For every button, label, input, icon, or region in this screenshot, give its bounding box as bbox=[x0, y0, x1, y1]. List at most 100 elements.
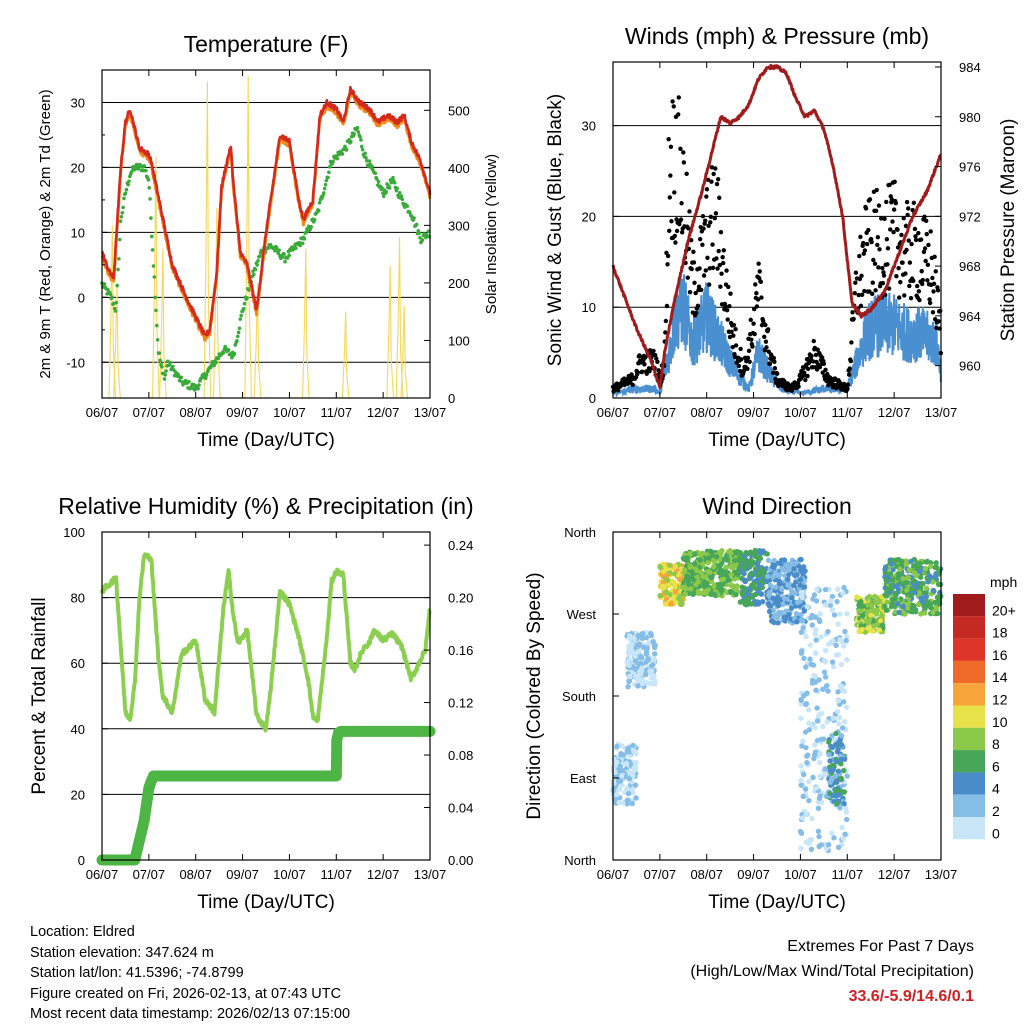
dewpoint-point bbox=[123, 191, 128, 196]
direction-point bbox=[878, 617, 884, 624]
x-axis-label: Time (Day/UTC) bbox=[197, 892, 335, 913]
direction-point bbox=[619, 767, 625, 774]
y-tick-label: 10 bbox=[71, 225, 85, 240]
dewpoint-point bbox=[160, 365, 164, 369]
direction-point bbox=[706, 555, 712, 561]
x-tick-label: 11/07 bbox=[831, 405, 863, 420]
direction-point bbox=[798, 648, 805, 654]
gust-point bbox=[714, 181, 720, 187]
gust-point bbox=[754, 290, 759, 296]
gust-point bbox=[685, 275, 690, 280]
gust-point bbox=[710, 265, 716, 271]
direction-point bbox=[637, 654, 643, 661]
direction-point bbox=[860, 603, 866, 609]
gust-point bbox=[923, 218, 929, 224]
x-tick-label: 07/07 bbox=[133, 867, 166, 882]
direction-point bbox=[672, 583, 678, 590]
y2-tick-label: 0.24 bbox=[448, 538, 473, 553]
gust-point bbox=[853, 280, 858, 285]
solar-insolation-spike bbox=[341, 311, 350, 399]
gust-point bbox=[762, 334, 767, 340]
dewpoint-point bbox=[162, 377, 167, 381]
gust-point bbox=[876, 203, 882, 208]
gust-point bbox=[664, 303, 670, 309]
chart-title: Relative Humidity (%) & Precipitation (i… bbox=[58, 493, 473, 519]
gust-point bbox=[908, 295, 914, 301]
direction-point bbox=[865, 608, 871, 615]
dewpoint-point bbox=[418, 235, 422, 240]
direction-point bbox=[812, 742, 818, 748]
dewpoint-point bbox=[171, 364, 175, 369]
dewpoint-point bbox=[226, 348, 231, 352]
direction-point bbox=[788, 605, 795, 611]
direction-point bbox=[614, 743, 620, 750]
gust-point bbox=[849, 340, 854, 345]
direction-point bbox=[626, 775, 633, 782]
direction-point bbox=[835, 689, 841, 695]
direction-point bbox=[888, 582, 895, 589]
gust-point bbox=[924, 231, 929, 237]
direction-point bbox=[856, 608, 862, 614]
direction-point bbox=[756, 582, 763, 589]
gust-point bbox=[706, 282, 712, 287]
direction-point bbox=[786, 567, 792, 573]
gust-point bbox=[681, 160, 687, 165]
direction-point bbox=[639, 681, 646, 687]
gust-point bbox=[913, 237, 919, 243]
gust-point bbox=[671, 104, 676, 109]
direction-point bbox=[663, 589, 670, 595]
dewpoint-point bbox=[344, 148, 349, 152]
direction-point bbox=[632, 654, 638, 660]
direction-point bbox=[818, 736, 824, 743]
gust-point bbox=[774, 371, 780, 376]
direction-point bbox=[629, 800, 635, 807]
direction-point bbox=[883, 607, 890, 613]
direction-point bbox=[719, 576, 725, 583]
gust-point bbox=[907, 260, 913, 265]
direction-point bbox=[732, 557, 738, 564]
x-tick-label: 11/07 bbox=[831, 867, 863, 882]
direction-point bbox=[632, 764, 638, 770]
gust-point bbox=[891, 207, 897, 212]
direction-point bbox=[781, 595, 788, 602]
direction-point bbox=[834, 708, 841, 714]
direction-point bbox=[760, 548, 766, 554]
direction-point bbox=[822, 674, 829, 680]
direction-point bbox=[836, 714, 843, 721]
gust-point bbox=[870, 280, 875, 285]
gust-point bbox=[705, 255, 710, 261]
dewpoint-point bbox=[116, 267, 120, 272]
gust-point bbox=[697, 266, 702, 271]
direction-point bbox=[933, 560, 939, 566]
direction-point bbox=[811, 592, 818, 598]
gust-point bbox=[715, 266, 720, 271]
direction-point bbox=[827, 758, 833, 764]
dewpoint-point bbox=[322, 191, 326, 195]
dewpoint-point bbox=[327, 165, 332, 169]
gust-point bbox=[851, 316, 856, 322]
direction-point bbox=[866, 617, 873, 623]
direction-point bbox=[775, 620, 781, 626]
direction-point bbox=[636, 674, 642, 680]
gust-point bbox=[871, 257, 876, 263]
gust-point bbox=[763, 339, 769, 344]
direction-point bbox=[730, 565, 736, 571]
gust-point bbox=[847, 366, 852, 371]
dewpoint-point bbox=[405, 204, 410, 208]
plot-frame bbox=[612, 61, 942, 399]
gust-point bbox=[936, 319, 941, 324]
dewpoint-point bbox=[420, 238, 425, 242]
gust-point bbox=[615, 388, 621, 393]
legend-label: 10 bbox=[992, 714, 1008, 730]
direction-point bbox=[813, 637, 819, 643]
gust-point bbox=[713, 211, 719, 216]
dewpoint-point bbox=[340, 152, 345, 156]
gust-point bbox=[809, 353, 814, 359]
gust-point bbox=[888, 227, 893, 232]
dewpoint-point bbox=[251, 269, 255, 274]
legend-label: 18 bbox=[992, 625, 1008, 641]
gust-point bbox=[938, 308, 943, 314]
dewpoint-point bbox=[395, 186, 400, 191]
direction-point bbox=[626, 678, 633, 684]
dewpoint-point bbox=[326, 175, 330, 180]
